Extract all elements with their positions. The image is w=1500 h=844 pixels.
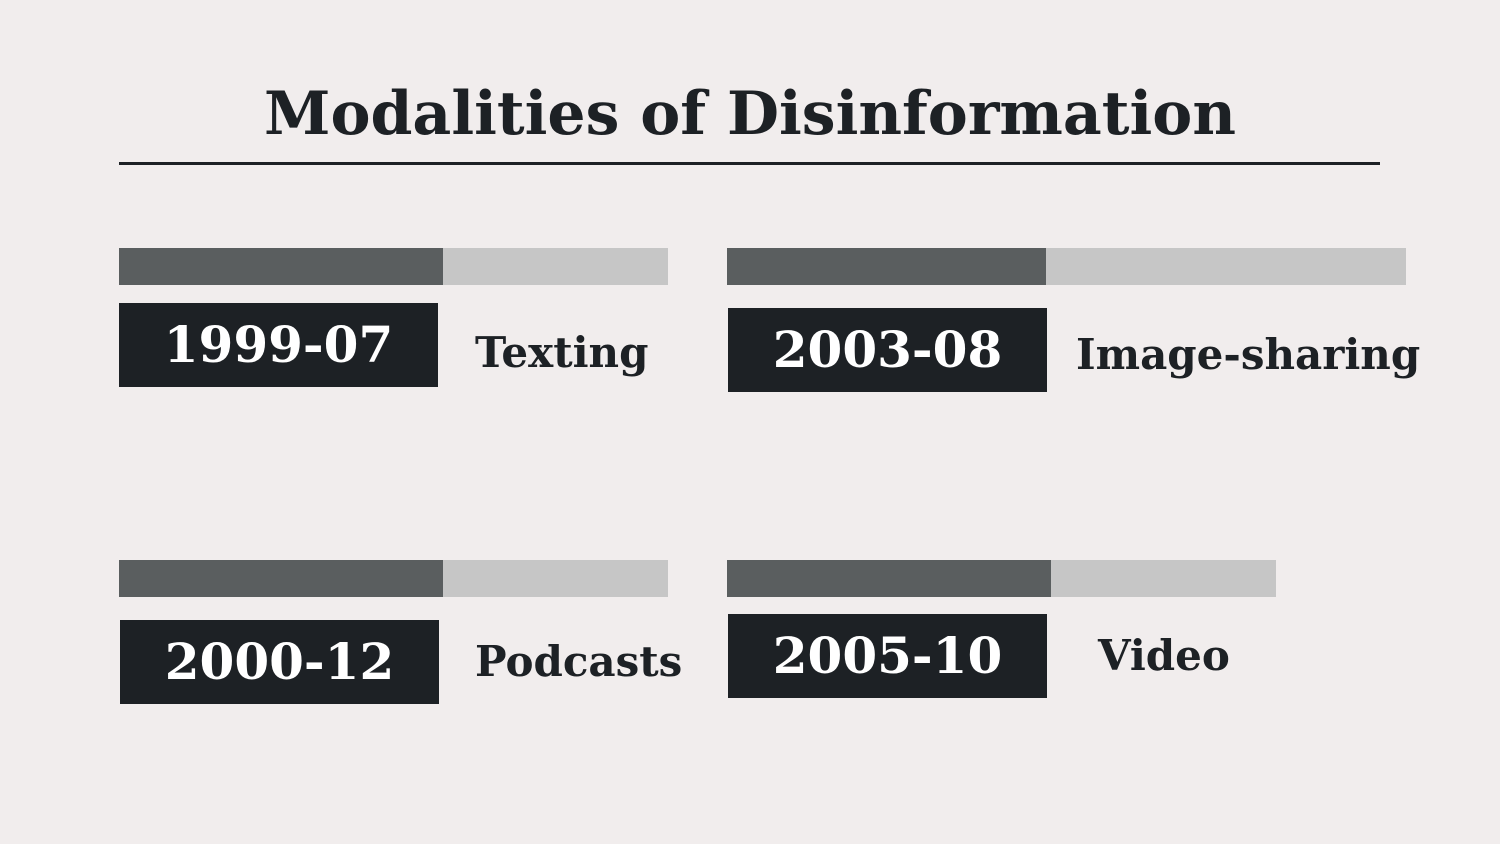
title-divider: [119, 162, 1380, 165]
progress-fill: [119, 560, 443, 597]
modality-label: Video: [1098, 631, 1230, 680]
date-badge: 2003-08: [728, 308, 1047, 392]
date-badge: 1999-07: [119, 303, 438, 387]
progress-track: [727, 248, 1406, 285]
date-badge: 2000-12: [120, 620, 439, 704]
modality-label: Texting: [475, 328, 649, 377]
date-badge: 2005-10: [728, 614, 1047, 698]
progress-track: [119, 248, 668, 285]
progress-fill: [727, 560, 1051, 597]
modality-label: Image-sharing: [1076, 330, 1421, 379]
modality-label: Podcasts: [475, 637, 683, 686]
progress-fill: [119, 248, 443, 285]
progress-track: [727, 560, 1276, 597]
progress-fill: [727, 248, 1047, 285]
page-title: Modalities of Disinformation: [264, 79, 1236, 149]
progress-track: [119, 560, 668, 597]
